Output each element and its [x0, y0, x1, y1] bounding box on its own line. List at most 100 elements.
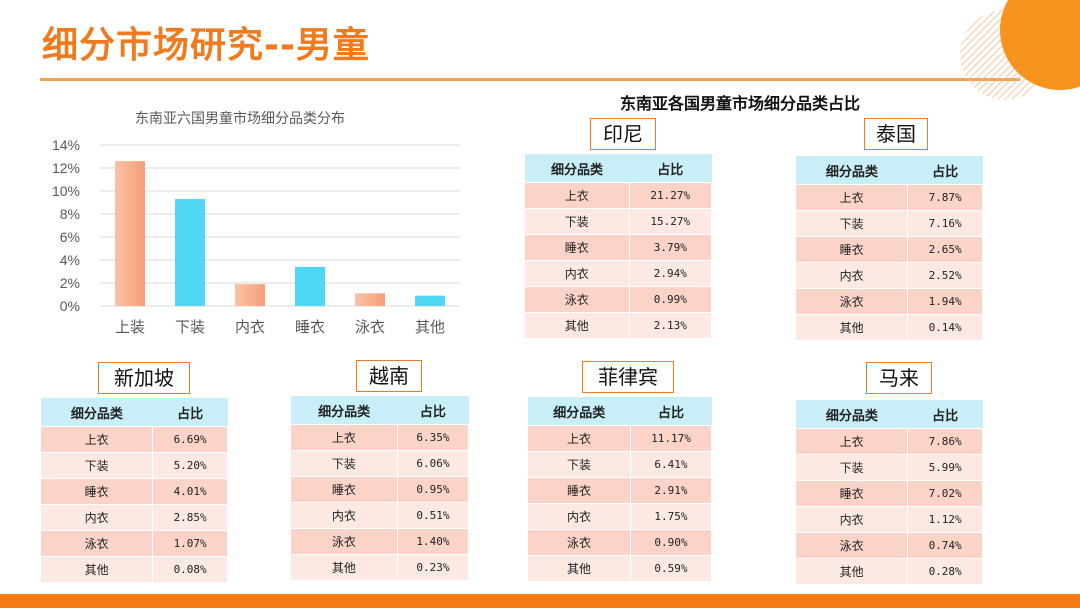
- table-header-row: 细分品类 占比: [291, 396, 469, 425]
- category-cell: 内衣: [41, 504, 154, 531]
- bar: [415, 295, 445, 306]
- segment-table: 细分品类 占比 上衣 11.17% 下装 6.41% 睡衣 2.91% 内衣 1.75% 泳衣 0.9…: [528, 397, 713, 582]
- share-cell: 2.94%: [629, 260, 713, 287]
- table-row: 下装 6.41%: [528, 451, 713, 478]
- share-cell: 5.99%: [907, 454, 983, 481]
- share-cell: 0.99%: [629, 286, 713, 313]
- table-row: 上衣 7.86%: [796, 428, 983, 455]
- table-header-cell: 占比: [397, 396, 469, 425]
- table-row: 内衣 1.75%: [528, 503, 713, 530]
- footer-bar: [0, 594, 1080, 608]
- x-tick-label: 内衣: [235, 318, 265, 336]
- category-cell: 其他: [525, 312, 630, 339]
- category-cell: 下装: [796, 210, 909, 237]
- title-divider: [40, 78, 1020, 81]
- table-row: 内衣 2.85%: [41, 504, 228, 531]
- share-cell: 0.51%: [397, 502, 470, 529]
- category-cell: 泳衣: [796, 532, 909, 559]
- category-cell: 下装: [41, 452, 154, 479]
- category-cell: 睡衣: [41, 478, 154, 505]
- table-header-cell: 细分品类: [796, 156, 908, 185]
- table-header-cell: 细分品类: [525, 154, 630, 183]
- table-header-cell: 占比: [907, 156, 983, 185]
- table-header-cell: 细分品类: [291, 396, 398, 425]
- table-row: 内衣 1.12%: [796, 506, 983, 533]
- table-header-cell: 占比: [152, 398, 228, 427]
- share-cell: 6.41%: [630, 451, 713, 478]
- category-cell: 上衣: [796, 428, 909, 455]
- y-tick-label: 0%: [60, 298, 80, 314]
- table-row: 内衣 2.94%: [525, 260, 713, 287]
- table-header-cell: 细分品类: [796, 400, 908, 429]
- y-tick-label: 14%: [52, 137, 80, 153]
- chart-title: 东南亚六国男童市场细分品类分布: [135, 111, 345, 127]
- y-tick-label: 2%: [60, 275, 80, 291]
- table-row: 上衣 6.35%: [291, 424, 470, 451]
- table-row: 下装 5.99%: [796, 454, 983, 481]
- country-label: 印尼: [590, 118, 656, 150]
- share-cell: 6.06%: [397, 450, 470, 477]
- share-cell: 7.87%: [907, 184, 983, 211]
- category-cell: 泳衣: [525, 286, 630, 313]
- table-row: 其他 0.14%: [796, 314, 983, 341]
- table-row: 睡衣 2.91%: [528, 477, 713, 504]
- country-label: 新加坡: [98, 362, 190, 394]
- y-tick-label: 10%: [52, 183, 80, 199]
- x-tick-label: 下装: [175, 318, 205, 336]
- page-title: 细分市场研究--男童: [42, 25, 370, 66]
- bar: [355, 293, 385, 306]
- share-cell: 1.75%: [630, 503, 713, 530]
- bar: [175, 199, 205, 306]
- share-cell: 0.23%: [397, 554, 470, 581]
- share-cell: 15.27%: [629, 208, 713, 235]
- share-cell: 2.85%: [152, 504, 228, 531]
- y-tick-label: 8%: [60, 206, 80, 222]
- table-row: 下装 6.06%: [291, 450, 470, 477]
- category-cell: 其他: [796, 558, 909, 585]
- table-header-row: 细分品类 占比: [41, 398, 228, 427]
- table-row: 泳衣 1.07%: [41, 530, 228, 557]
- category-cell: 睡衣: [796, 236, 909, 263]
- table-row: 睡衣 3.79%: [525, 234, 713, 261]
- share-cell: 0.14%: [907, 314, 983, 341]
- category-cell: 下装: [528, 451, 631, 478]
- segment-table: 细分品类 占比 上衣 7.86% 下装 5.99% 睡衣 7.02% 内衣 1.12% 泳衣 0.74…: [796, 400, 983, 585]
- table-row: 上衣 6.69%: [41, 426, 228, 453]
- category-cell: 其他: [41, 556, 154, 583]
- x-tick-label: 睡衣: [295, 318, 325, 336]
- share-cell: 0.90%: [630, 529, 713, 556]
- country-label: 越南: [356, 360, 422, 392]
- share-cell: 2.13%: [629, 312, 713, 339]
- segment-table: 细分品类 占比 上衣 7.87% 下装 7.16% 睡衣 2.65% 内衣 2.52% 泳衣 1.94…: [796, 156, 983, 341]
- share-cell: 7.86%: [907, 428, 983, 455]
- table-header-cell: 细分品类: [528, 397, 631, 426]
- share-cell: 2.52%: [907, 262, 983, 289]
- chart-svg: 0% 2% 4% 6% 8% 10% 12% 14% 上装 下装 内衣 睡衣 泳衣 其他: [52, 137, 460, 336]
- category-cell: 睡衣: [528, 477, 631, 504]
- category-cell: 其他: [528, 555, 631, 582]
- share-cell: 2.65%: [907, 236, 983, 263]
- category-cell: 内衣: [291, 502, 398, 529]
- category-cell: 内衣: [796, 506, 909, 533]
- table-row: 泳衣 0.99%: [525, 286, 713, 313]
- category-cell: 内衣: [525, 260, 630, 287]
- tables-heading: 东南亚各国男童市场细分品类占比: [620, 94, 861, 113]
- table-header-cell: 细分品类: [41, 398, 153, 427]
- share-cell: 7.02%: [907, 480, 983, 507]
- category-cell: 泳衣: [796, 288, 909, 315]
- table-row: 睡衣 0.95%: [291, 476, 470, 503]
- country-label: 马来: [866, 362, 932, 394]
- share-cell: 0.59%: [630, 555, 713, 582]
- category-cell: 其他: [796, 314, 909, 341]
- category-cell: 泳衣: [41, 530, 154, 557]
- table-row: 泳衣 1.40%: [291, 528, 470, 555]
- category-cell: 上衣: [291, 424, 398, 451]
- table-row: 内衣 2.52%: [796, 262, 983, 289]
- table-row: 其他 0.28%: [796, 558, 983, 585]
- y-tick-label: 4%: [60, 252, 80, 268]
- share-cell: 0.08%: [152, 556, 228, 583]
- table-row: 泳衣 0.74%: [796, 532, 983, 559]
- segment-table: 细分品类 占比 上衣 6.69% 下装 5.20% 睡衣 4.01% 内衣 2.85% 泳衣 1.07…: [41, 398, 228, 583]
- category-cell: 下装: [796, 454, 909, 481]
- y-tick-label: 12%: [52, 160, 80, 176]
